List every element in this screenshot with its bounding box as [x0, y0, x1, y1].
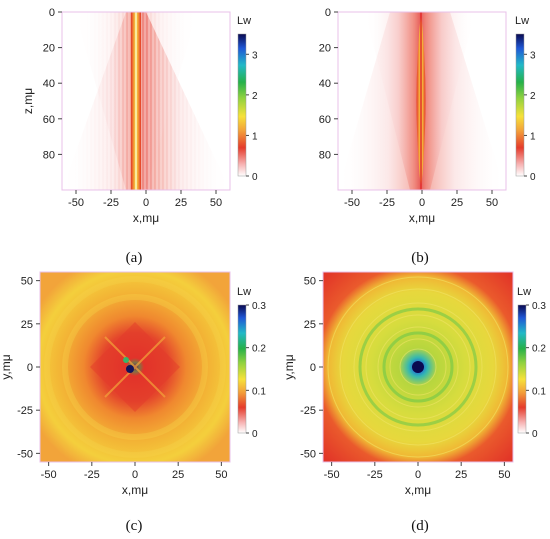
y-tick-label-a-3: 60 — [43, 114, 55, 126]
panel-label-a: (a) — [126, 250, 143, 266]
y-tick-label-c-0: -50 — [17, 448, 33, 460]
colorbar-tick-label-b-0: 0 — [530, 172, 536, 183]
colorbar-a — [237, 33, 247, 177]
y-tick-label-b-4: 80 — [319, 149, 331, 161]
y-tick-label-c-3: 25 — [21, 319, 33, 331]
y-tick-label-d-0: -50 — [300, 448, 316, 460]
panel-a: -50 -25 0 25 50 0 20 40 60 80 x,mμ z,mμ Lw 0 1 2 3 — [21, 7, 258, 225]
colorbar-tick-label-d-2: 0.2 — [532, 344, 546, 355]
y-tick-label-a-1: 20 — [43, 43, 55, 55]
y-tick-label-d-2: 0 — [310, 362, 316, 374]
y-tick-label-a-2: 40 — [43, 78, 55, 90]
colorbar-tick-label-d-3: 0.3 — [532, 301, 546, 312]
colorbar-title-a: Lw — [237, 15, 251, 27]
colorbar-tick-label-c-2: 0.2 — [252, 344, 266, 355]
colorbar-tick-label-d-0: 0 — [532, 429, 538, 440]
colorbar-title-b: Lw — [515, 15, 529, 27]
x-tick-label-a-0: -50 — [68, 197, 84, 209]
y-tick-label-c-4: 50 — [21, 276, 33, 288]
x-tick-label-c-4: 50 — [215, 469, 227, 481]
x-tick-label-c-1: -25 — [84, 469, 100, 481]
colorbar-c — [237, 304, 247, 434]
panel-label-b: (b) — [411, 250, 429, 266]
colorbar-tick-label-a-2: 2 — [252, 91, 258, 102]
x-tick-label-b-3: 25 — [451, 197, 463, 209]
heatmap-b — [338, 12, 506, 190]
y-tick-label-d-1: -25 — [300, 405, 316, 417]
x-tick-label-c-0: -50 — [41, 469, 57, 481]
x-tick-label-c-3: 25 — [172, 469, 184, 481]
y-tick-label-a-0: 0 — [49, 7, 55, 19]
colorbar-tick-label-d-1: 0.1 — [532, 386, 546, 397]
x-tick-label-a-3: 25 — [175, 197, 187, 209]
x-axis-label-a: x,mμ — [133, 211, 159, 225]
heatmap-a — [62, 12, 230, 190]
x-tick-label-b-1: -25 — [379, 197, 395, 209]
y-axis-label-d: y,mμ — [282, 354, 296, 379]
panel-d: -50 -25 0 25 50 -50 -25 0 25 50 x,mμ y,mμ Lw 0 0.1 0.2 0… — [282, 271, 546, 497]
y-tick-label-b-2: 40 — [319, 78, 331, 90]
colorbar-tick-label-c-1: 0.1 — [252, 386, 266, 397]
heatmap-c — [40, 272, 230, 462]
y-tick-label-b-3: 60 — [319, 114, 331, 126]
y-axis-label-a: z,mμ — [21, 88, 35, 114]
panel-b: -50 -25 0 25 50 0 20 40 60 80 x,mμ Lw 0 1 2 3 — [319, 7, 536, 225]
colorbar-tick-label-a-1: 1 — [252, 131, 258, 142]
colorbar-tick-label-b-3: 3 — [530, 50, 536, 61]
x-axis-label-c: x,mμ — [122, 483, 148, 497]
x-tick-label-a-1: -25 — [103, 197, 119, 209]
colorbar-tick-label-b-1: 1 — [530, 131, 536, 142]
colorbar-b — [515, 33, 525, 177]
x-tick-label-c-2: 0 — [132, 469, 138, 481]
y-tick-label-b-1: 20 — [319, 43, 331, 55]
y-tick-label-a-4: 80 — [43, 149, 55, 161]
x-tick-label-d-4: 50 — [498, 469, 510, 481]
y-tick-label-d-3: 25 — [304, 319, 316, 331]
y-tick-label-c-2: 0 — [27, 362, 33, 374]
x-axis-label-d: x,mμ — [405, 483, 431, 497]
colorbar-tick-label-a-3: 3 — [252, 50, 258, 61]
colorbar-tick-label-c-0: 0 — [252, 429, 258, 440]
x-tick-label-a-2: 0 — [143, 197, 149, 209]
x-tick-label-d-1: -25 — [367, 469, 383, 481]
panel-label-d: (d) — [411, 518, 429, 534]
colorbar-tick-label-c-3: 0.3 — [252, 301, 266, 312]
x-axis-label-b: x,mμ — [409, 211, 435, 225]
x-tick-label-d-3: 25 — [455, 469, 467, 481]
x-tick-label-d-0: -50 — [324, 469, 340, 481]
x-tick-label-d-2: 0 — [415, 469, 421, 481]
colorbar-d — [517, 304, 527, 434]
x-tick-label-b-2: 0 — [419, 197, 425, 209]
colorbar-title-d: Lw — [517, 286, 531, 298]
x-tick-label-b-0: -50 — [344, 197, 360, 209]
y-axis-label-c: y,mμ — [0, 354, 13, 379]
colorbar-title-c: Lw — [237, 286, 251, 298]
panel-c: -50 -25 0 25 50 -50 -25 0 25 50 x,mμ y,mμ Lw 0 0.1 0.2 0… — [0, 271, 266, 497]
colorbar-tick-label-a-0: 0 — [252, 172, 258, 183]
y-tick-label-b-0: 0 — [325, 7, 331, 19]
colorbar-tick-label-b-2: 2 — [530, 91, 536, 102]
panel-label-c: (c) — [126, 518, 143, 534]
y-tick-label-c-1: -25 — [17, 405, 33, 417]
heatmap-d — [323, 272, 513, 462]
x-tick-label-a-4: 50 — [210, 197, 222, 209]
x-tick-label-b-4: 50 — [486, 197, 498, 209]
y-tick-label-d-4: 50 — [304, 276, 316, 288]
